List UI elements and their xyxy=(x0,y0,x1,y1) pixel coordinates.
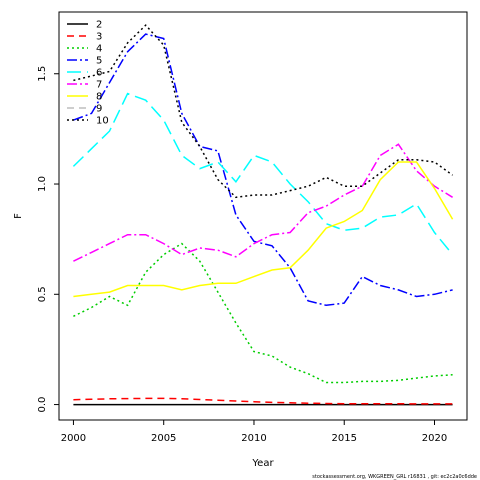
legend-item-7: 7 xyxy=(67,80,102,91)
series-line-5 xyxy=(73,33,453,307)
x-tick-label: 2010 xyxy=(241,433,266,444)
legend-item-8: 8 xyxy=(67,92,102,103)
legend-label: 3 xyxy=(96,32,102,43)
legend-item-6: 6 xyxy=(67,68,102,79)
plot-frame xyxy=(58,11,468,421)
legend-item-2: 2 xyxy=(67,20,102,31)
x-tick-label: 2015 xyxy=(332,433,357,444)
y-axis-label: F xyxy=(13,213,24,219)
x-axis: 2000 2005 2010 2015 2020 xyxy=(61,420,447,444)
y-tick-label: 0.5 xyxy=(37,286,48,302)
legend-label: 5 xyxy=(96,56,102,67)
y-tick-label: 1.0 xyxy=(37,176,48,192)
x-axis-label: Year xyxy=(251,458,274,469)
legend-label: 10 xyxy=(96,116,109,127)
series-line-4 xyxy=(73,242,453,384)
legend-item-9: 9 xyxy=(67,104,102,115)
legend-label: 8 xyxy=(96,92,102,103)
y-tick-label: 1.5 xyxy=(37,66,48,82)
legend-label: 4 xyxy=(96,44,102,55)
legend-item-3: 3 xyxy=(67,32,102,43)
legend-label: 6 xyxy=(96,68,102,79)
legend-item-4: 4 xyxy=(67,44,102,55)
x-tick-label: 2000 xyxy=(61,433,86,444)
legend-label: 9 xyxy=(96,104,102,115)
y-axis: 0.0 0.5 1.0 1.5 xyxy=(37,66,59,413)
x-tick-label: 2005 xyxy=(151,433,176,444)
series-lines xyxy=(72,24,454,406)
footer-note: stockassessment.org, WKGREEN_GRL r16831 … xyxy=(312,474,477,480)
series-line-3 xyxy=(73,397,453,405)
legend-item-10: 10 xyxy=(67,116,109,127)
legend-label: 7 xyxy=(96,80,102,91)
y-tick-label: 0.0 xyxy=(37,397,48,413)
legend-item-5: 5 xyxy=(67,56,102,67)
legend-label: 2 xyxy=(96,20,102,31)
x-tick-label: 2020 xyxy=(422,433,447,444)
series-line-8 xyxy=(73,161,454,298)
series-line-7 xyxy=(73,143,453,262)
series-line-6 xyxy=(72,92,454,256)
series-line-10 xyxy=(73,24,454,199)
